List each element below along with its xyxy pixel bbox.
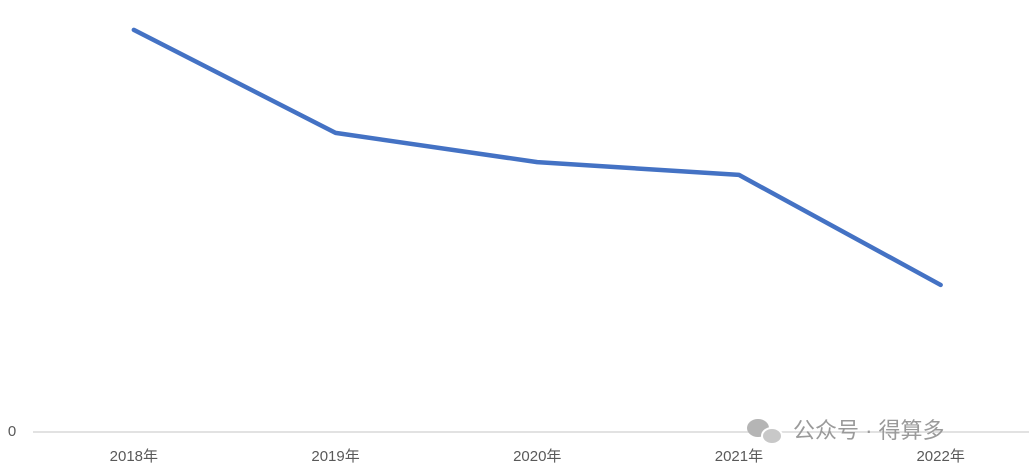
x-tick-label: 2021年: [715, 448, 763, 465]
x-tick-label: 2019年: [311, 448, 359, 465]
line-series: [131, 27, 943, 288]
watermark-icon: [747, 419, 783, 445]
x-tick-label: 2022年: [916, 448, 964, 465]
x-tick-label: 2018年: [110, 448, 158, 465]
x-tick-label: 2020年: [513, 448, 561, 465]
y-tick-label: 0: [8, 423, 16, 440]
watermark: 公众号 · 得算多: [793, 418, 945, 443]
